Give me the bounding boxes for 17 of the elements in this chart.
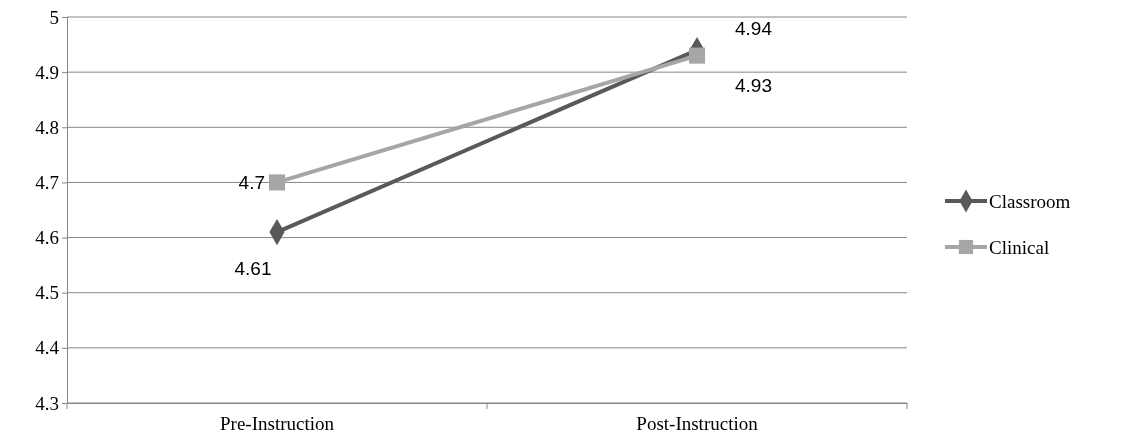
y-tick-label: 4.4 [35,337,60,359]
data-label: 4.94 [735,17,773,39]
data-label: 4.93 [735,75,772,97]
y-tick-label: 4.8 [35,116,59,138]
data-label: 4.61 [234,257,272,279]
y-tick-label: 4.6 [35,227,59,249]
data-label: 4.7 [238,172,265,194]
y-tick-label: 5 [49,6,59,28]
y-tick-label: 4.3 [35,392,59,414]
y-tick-label: 4.9 [35,61,59,83]
y-tick-label: 4.7 [35,172,59,194]
point [268,174,286,191]
x-tick-label: Pre-Instruction [220,413,335,435]
y-tick-label: 4.5 [35,282,59,304]
legend-label: Clinical [989,236,1050,258]
legend-label: Classroom [989,190,1071,212]
x-tick-label: Post-Instruction [636,413,759,435]
